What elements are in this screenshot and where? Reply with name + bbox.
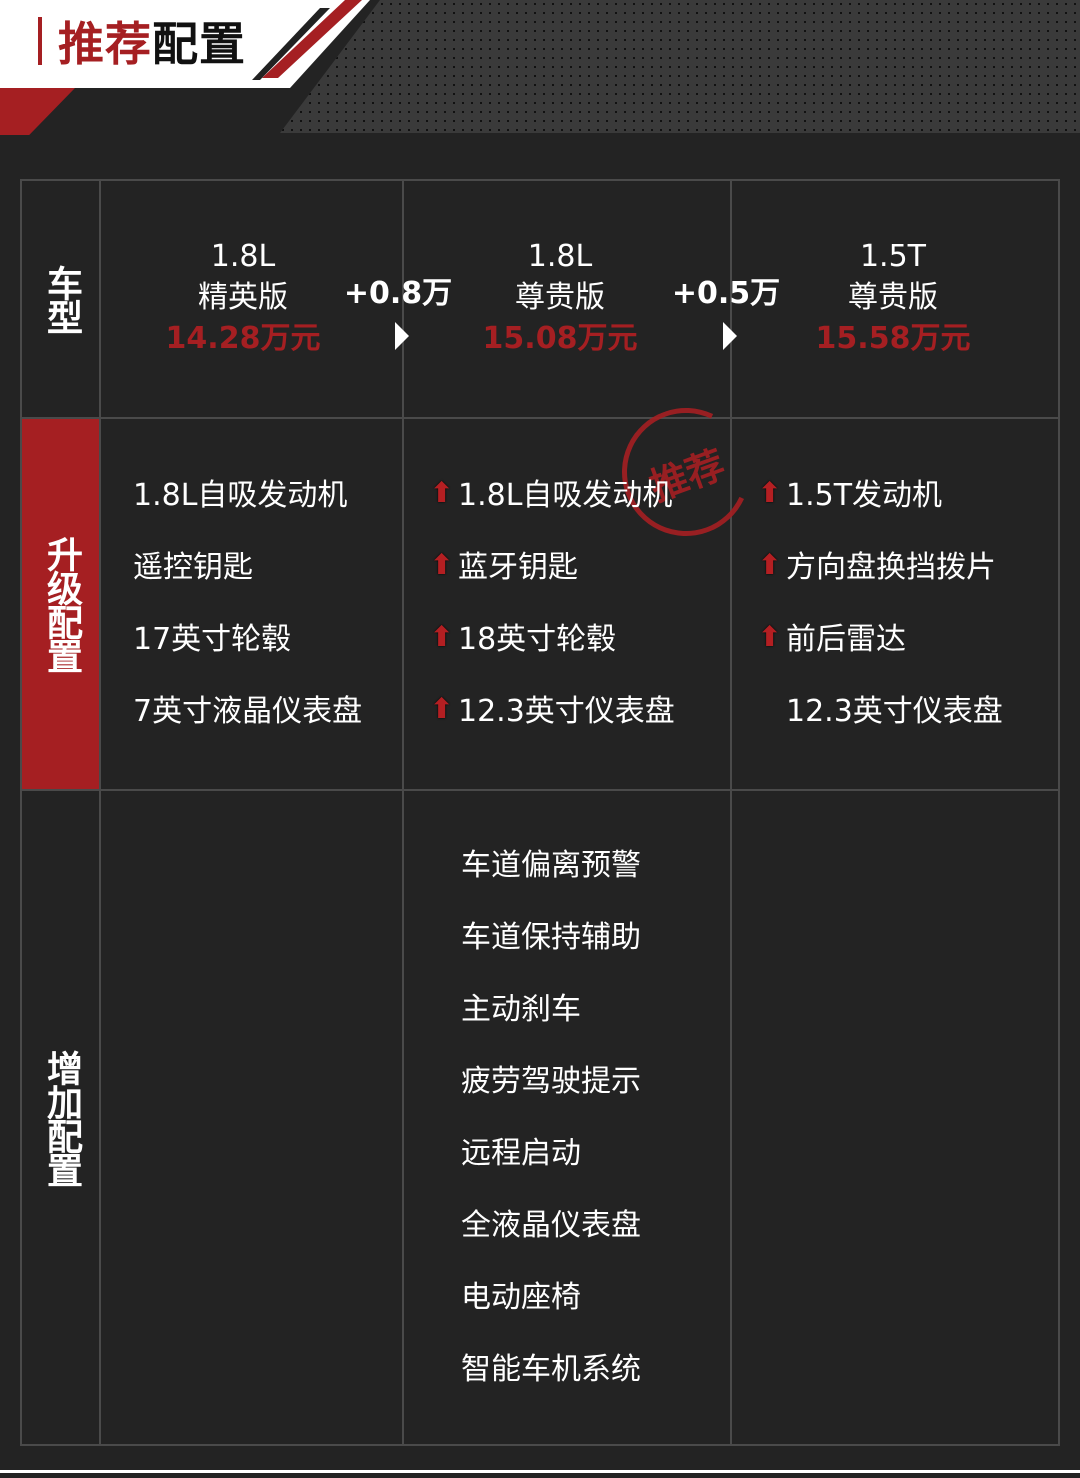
comparison-table: 车型 升级配置 增加配置: [20, 179, 1060, 1446]
item-text: 12.3英寸仪表盘: [458, 694, 675, 729]
price: 15.08万元: [482, 321, 638, 356]
item-text: 前后雷达: [786, 622, 906, 657]
arrow-up-icon: ⬆: [430, 619, 454, 653]
model-2: 1.8L 尊贵版 15.08万元: [460, 236, 660, 359]
arrow-up-icon: ⬆: [430, 691, 454, 725]
upgrade-header-bg: [22, 417, 100, 790]
arrow-up-icon: ⬆: [430, 475, 454, 509]
upgrade-item: 12.3英寸仪表盘: [758, 688, 1003, 729]
model-1: 1.8L 精英版 14.28万元: [143, 236, 343, 359]
engine: 1.8L: [527, 239, 593, 274]
added-item: 智能车机系统: [461, 1352, 641, 1387]
upgrade-item: ⬆ 12.3英寸仪表盘: [430, 688, 675, 730]
trim: 尊贵版: [848, 280, 938, 315]
item-text: 1.8L自吸发动机: [458, 478, 673, 513]
item-text: 蓝牙钥匙: [458, 550, 578, 585]
added-item: 车道偏离预警: [461, 848, 641, 883]
added-item: 全液晶仪表盘: [461, 1208, 641, 1243]
delta-text: +0.8万: [343, 276, 453, 311]
header-banner: [0, 0, 1080, 135]
arrow-up-icon: ⬆: [430, 547, 454, 581]
upgrade-item: ⬆ 1.5T发动机: [758, 472, 943, 514]
upgrade-item: ⬆ 18英寸轮毂: [430, 616, 617, 658]
page-title: 推荐 配置: [38, 8, 246, 74]
upgrade-item: ⬆ 蓝牙钥匙: [430, 544, 578, 586]
price: 15.58万元: [815, 321, 971, 356]
item-text: 17英寸轮毂: [133, 622, 292, 657]
title-accent-bar: [38, 17, 42, 65]
added-item: 电动座椅: [461, 1280, 581, 1315]
arrow-right-icon: [723, 322, 737, 350]
upgrade-item: ⬆ 前后雷达: [758, 616, 906, 658]
item-text: 方向盘换挡拨片: [786, 550, 996, 585]
price-delta-2: +0.5万: [671, 268, 781, 350]
row-header-model: 车型: [41, 265, 82, 333]
item-text: 1.5T发动机: [786, 478, 943, 513]
title-red: 推荐: [58, 17, 152, 71]
upgrade-item: 遥控钥匙: [133, 544, 253, 585]
price: 14.28万元: [165, 321, 321, 356]
upgrade-item: ⬆ 1.8L自吸发动机: [430, 472, 673, 514]
trim: 尊贵版: [515, 280, 605, 315]
price-delta-1: +0.8万: [343, 268, 453, 350]
added-item: 疲劳驾驶提示: [461, 1064, 641, 1099]
added-item: 车道保持辅助: [461, 920, 641, 955]
row-header-added: 增加配置: [41, 1050, 82, 1186]
item-text: 7英寸液晶仪表盘: [133, 694, 363, 729]
upgrade-item: 7英寸液晶仪表盘: [133, 688, 363, 729]
item-text: 12.3英寸仪表盘: [786, 694, 1003, 729]
model-3: 1.5T 尊贵版 15.58万元: [793, 236, 993, 359]
upgrade-item: 17英寸轮毂: [133, 616, 292, 657]
delta-text: +0.5万: [671, 276, 781, 311]
engine: 1.5T: [859, 239, 927, 274]
arrow-up-icon: ⬆: [758, 475, 782, 509]
item-text: 遥控钥匙: [133, 550, 253, 585]
added-item: 远程启动: [461, 1136, 581, 1171]
arrow-up-icon: ⬆: [758, 547, 782, 581]
upgrade-item: ⬆ 方向盘换挡拨片: [758, 544, 996, 586]
item-text: 18英寸轮毂: [458, 622, 617, 657]
bottom-divider: [0, 1470, 1080, 1473]
trim: 精英版: [198, 280, 288, 315]
arrow-up-icon: ⬆: [758, 619, 782, 653]
title-black: 配置: [152, 17, 246, 71]
item-text: 1.8L自吸发动机: [133, 478, 348, 513]
added-item: 主动刹车: [461, 992, 581, 1027]
engine: 1.8L: [210, 239, 276, 274]
upgrade-item: 1.8L自吸发动机: [133, 472, 348, 513]
row-header-upgrade: 升级配置: [41, 535, 82, 672]
arrow-right-icon: [395, 322, 409, 350]
